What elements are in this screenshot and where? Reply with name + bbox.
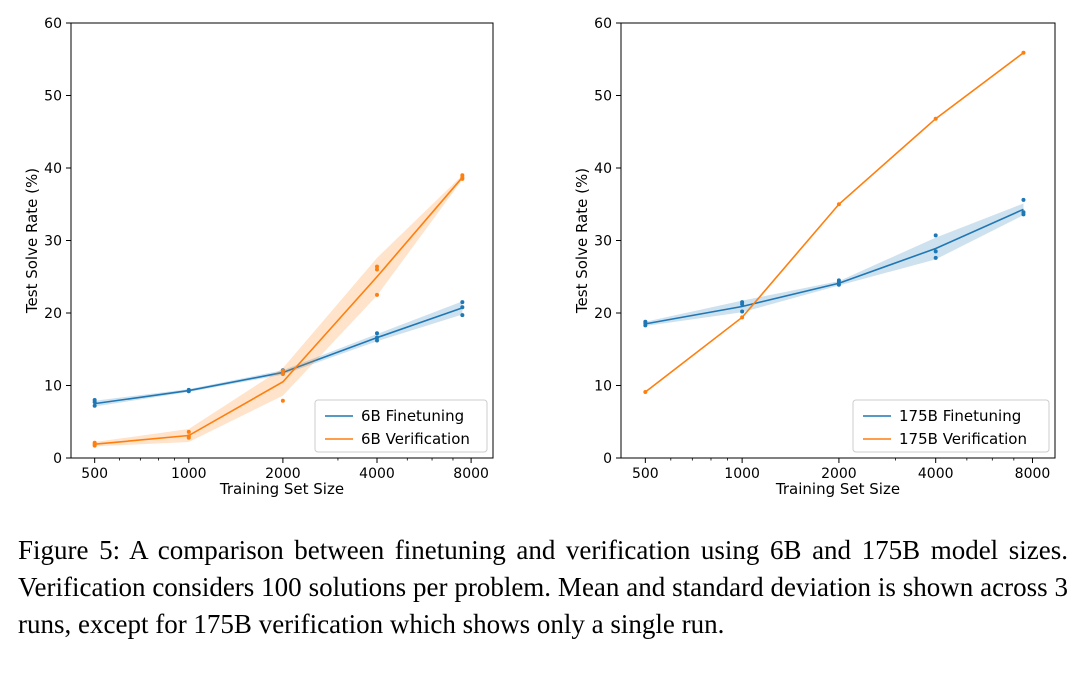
legend-label: 175B Finetuning — [899, 407, 1021, 425]
legend-label: 6B Verification — [361, 430, 470, 448]
data-point — [740, 309, 745, 314]
y-tick-label: 0 — [603, 451, 612, 467]
x-tick-label: 4000 — [918, 466, 954, 482]
data-point — [186, 434, 191, 439]
data-point — [92, 440, 97, 445]
figure-caption: Figure 5: A comparison between finetunin… — [18, 535, 1068, 639]
x-tick-label: 500 — [81, 466, 108, 482]
series-line — [644, 52, 1024, 393]
data-point — [374, 335, 379, 340]
y-tick-label: 0 — [53, 451, 62, 467]
x-tick-label: 2000 — [265, 466, 301, 482]
data-point — [460, 305, 465, 310]
data-point — [280, 371, 285, 376]
legend-label: 175B Verification — [899, 430, 1027, 448]
x-tick-label: 8000 — [453, 466, 489, 482]
y-tick-label: 20 — [594, 306, 612, 322]
x-tick-label: 8000 — [1015, 466, 1051, 482]
data-point — [374, 338, 379, 343]
data-point — [643, 390, 648, 395]
data-point — [280, 398, 285, 403]
data-point — [933, 233, 938, 238]
legend-label: 6B Finetuning — [361, 407, 464, 425]
legend: 6B Finetuning 6B Verification — [314, 399, 488, 453]
y-tick-label: 30 — [44, 234, 62, 250]
data-point — [374, 264, 379, 269]
x-axis-label: Training Set Size — [219, 480, 344, 498]
x-tick-label: 1000 — [171, 466, 207, 482]
data-point — [460, 300, 465, 305]
data-point — [186, 429, 191, 434]
data-point — [1021, 50, 1026, 55]
x-tick-label: 1000 — [724, 466, 760, 482]
data-point — [460, 173, 465, 178]
legend-box — [314, 399, 488, 453]
x-tick-label: 2000 — [821, 466, 857, 482]
data-point — [933, 116, 938, 121]
series-band — [645, 203, 1024, 327]
y-tick-label: 10 — [44, 379, 62, 395]
legend: 175B Finetuning 175B Verification — [852, 399, 1050, 453]
x-axis-label: Training Set Size — [775, 480, 900, 498]
data-point — [740, 300, 745, 305]
legend-box — [852, 399, 1050, 453]
x-tick-label: 500 — [632, 466, 659, 482]
chart-panel-2: 0 10 20 30 40 50 60 500 1000 2000 4000 8000 Training… — [573, 16, 1056, 498]
plot-frame — [620, 22, 1056, 459]
x-tick-label: 4000 — [359, 466, 395, 482]
y-tick-label: 30 — [594, 234, 612, 250]
series-band — [94, 175, 463, 447]
y-axis-label: Test Solve Rate (%) — [573, 168, 591, 314]
data-point — [1021, 197, 1026, 202]
y-tick-label: 60 — [44, 16, 62, 32]
y-tick-label: 50 — [594, 89, 612, 105]
data-point — [460, 313, 465, 318]
data-point — [92, 398, 97, 402]
data-point — [374, 267, 379, 272]
chart-panel-1: 0 10 20 30 40 50 60 500 1000 2000 4000 8000 Training… — [23, 16, 494, 498]
data-point — [1021, 210, 1026, 215]
data-point — [836, 202, 841, 207]
data-point — [836, 278, 841, 283]
y-tick-label: 50 — [44, 89, 62, 105]
series-1 — [643, 197, 1026, 328]
data-point — [374, 292, 379, 297]
data-point — [740, 315, 745, 320]
data-point — [933, 255, 938, 260]
series-line — [94, 176, 463, 446]
data-point — [280, 369, 285, 373]
data-point — [933, 249, 938, 254]
data-point — [92, 403, 97, 408]
y-tick-label: 60 — [594, 16, 612, 32]
y-tick-label: 40 — [44, 161, 62, 177]
data-point — [643, 319, 648, 324]
y-axis-label: Test Solve Rate (%) — [23, 168, 41, 314]
data-point — [186, 387, 191, 392]
y-tick-label: 40 — [594, 161, 612, 177]
data-point — [374, 331, 379, 336]
y-tick-label: 20 — [44, 306, 62, 322]
y-tick-label: 10 — [594, 379, 612, 395]
series-2 — [643, 50, 1026, 395]
series-2 — [92, 173, 465, 448]
